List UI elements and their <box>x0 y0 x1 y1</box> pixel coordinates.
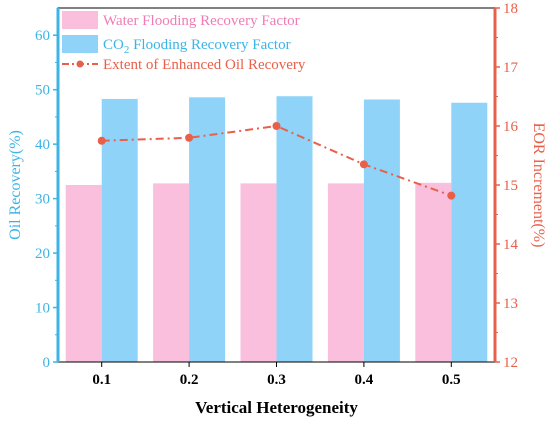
y-axis-left-label: Oil Recovery(%) <box>7 130 24 240</box>
legend-label-eor: Extent of Enhanced Oil Recovery <box>103 57 306 73</box>
bar-co2-0.1 <box>101 98 138 362</box>
right-tick-label: 18 <box>503 1 518 17</box>
legend-label-co2: CO2 Flooding Recovery Factor <box>103 37 291 56</box>
right-tick-label: 15 <box>503 178 518 194</box>
bar-co2-0.3 <box>276 96 313 362</box>
bar-water-0.4 <box>327 183 364 362</box>
legend-label-co2-part1: CO <box>103 37 124 53</box>
left-tick-label: 40 <box>35 137 50 153</box>
right-tick-label: 13 <box>503 296 518 312</box>
x-tick-label: 0.5 <box>442 372 461 388</box>
eor-point-0.2 <box>185 133 194 142</box>
bar-co2-0.2 <box>189 97 226 362</box>
line-layer <box>97 122 456 200</box>
bar-co2-0.4 <box>363 99 400 362</box>
left-axis-ticks: 0 10 20 30 40 50 60 <box>35 28 58 371</box>
left-tick-label: 60 <box>35 28 50 44</box>
left-tick-label: 10 <box>35 301 50 317</box>
legend-swatch-water <box>62 11 98 29</box>
right-tick-label: 12 <box>503 355 518 371</box>
x-tick-label: 0.2 <box>180 372 199 388</box>
eor-point-0.1 <box>97 136 106 145</box>
y-axis-right-label: EOR Increment(%) <box>530 123 547 248</box>
left-tick-label: 0 <box>43 355 51 371</box>
x-axis-ticks: 0.1 0.2 0.3 0.4 0.5 <box>92 362 461 388</box>
bar-water-0.2 <box>153 183 190 362</box>
bars-layer <box>65 96 488 363</box>
bar-co2-0.5 <box>451 102 488 363</box>
bar-water-0.3 <box>240 183 277 362</box>
eor-point-0.3 <box>272 122 281 130</box>
legend-label-co2-subscript: 2 <box>124 44 130 56</box>
left-tick-label: 50 <box>35 83 50 99</box>
right-tick-label: 17 <box>503 60 519 76</box>
left-tick-label: 30 <box>35 192 50 208</box>
x-tick-label: 0.1 <box>92 372 111 388</box>
legend-label-co2-part2: Flooding Recovery Factor <box>129 37 290 53</box>
bar-water-0.5 <box>415 182 452 362</box>
legend-marker-eor <box>76 60 84 68</box>
x-tick-label: 0.3 <box>267 372 286 388</box>
right-axis-ticks: 12 13 14 15 16 17 18 <box>495 1 519 371</box>
right-tick-label: 16 <box>503 119 519 135</box>
legend-swatch-co2 <box>62 35 98 53</box>
legend: Water Flooding Recovery Factor CO2 Flood… <box>62 11 306 73</box>
x-tick-label: 0.4 <box>355 372 374 388</box>
eor-point-0.5 <box>447 191 456 200</box>
legend-label-water: Water Flooding Recovery Factor <box>103 13 300 29</box>
left-tick-label: 20 <box>35 246 50 262</box>
eor-point-0.4 <box>359 160 368 169</box>
right-tick-label: 14 <box>503 237 519 253</box>
x-axis-label: Vertical Heterogeneity <box>195 398 358 417</box>
bar-water-0.1 <box>65 185 102 362</box>
